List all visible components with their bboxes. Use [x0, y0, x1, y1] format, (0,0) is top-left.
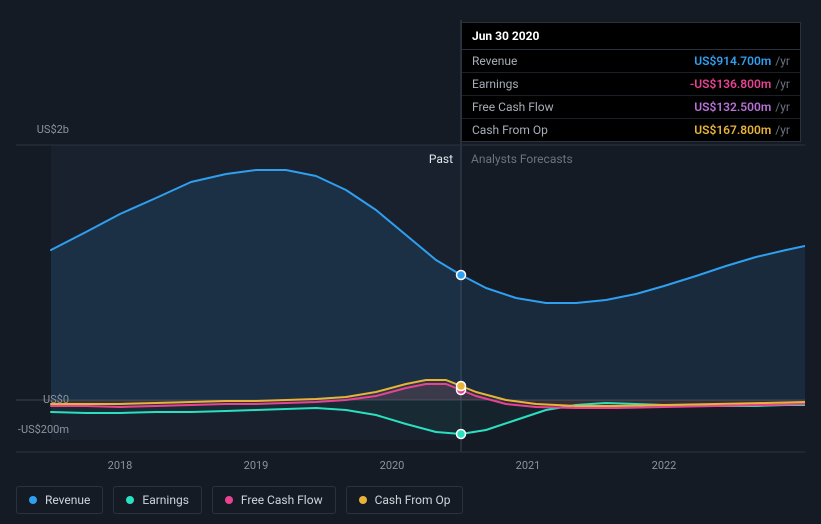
- legend: Revenue Earnings Free Cash Flow Cash From O…: [16, 486, 463, 514]
- tooltip-rows: RevenueUS$914.700m/yrEarnings-US$136.800…: [462, 50, 800, 141]
- tooltip-metric-value: -US$136.800m: [690, 77, 771, 91]
- tooltip-metric-label: Free Cash Flow: [472, 100, 694, 114]
- tooltip-row: Cash From OpUS$167.800m/yr: [462, 119, 800, 141]
- tooltip-metric-unit: /yr: [775, 100, 790, 114]
- tooltip-metric-unit: /yr: [775, 77, 790, 91]
- x-tick-label: 2018: [108, 459, 133, 472]
- y-tick-label: US$0: [14, 393, 69, 406]
- x-tick-label: 2021: [516, 459, 541, 472]
- legend-label: Free Cash Flow: [241, 493, 323, 507]
- tooltip-metric-value: US$914.700m: [694, 54, 771, 68]
- legend-item-revenue[interactable]: Revenue: [16, 486, 103, 514]
- tooltip-metric-value: US$132.500m: [694, 100, 771, 114]
- tooltip-date: Jun 30 2020: [462, 23, 800, 50]
- forecast-label: Analysts Forecasts: [471, 152, 573, 166]
- legend-item-fcf[interactable]: Free Cash Flow: [212, 486, 336, 514]
- y-tick-label: US$2b: [14, 123, 69, 136]
- past-label: Past: [429, 152, 453, 166]
- hover-tooltip: Jun 30 2020 RevenueUS$914.700m/yrEarning…: [461, 22, 801, 142]
- legend-dot-icon: [29, 496, 37, 504]
- tooltip-metric-unit: /yr: [775, 123, 790, 137]
- x-tick-label: 2022: [652, 459, 677, 472]
- legend-label: Cash From Op: [375, 493, 451, 507]
- tooltip-metric-label: Cash From Op: [472, 123, 694, 137]
- tooltip-metric-value: US$167.800m: [694, 123, 771, 137]
- legend-label: Earnings: [142, 493, 189, 507]
- legend-item-cfo[interactable]: Cash From Op: [346, 486, 464, 514]
- financial-chart: Past Analysts Forecasts Jun 30 2020 Reve…: [16, 10, 805, 474]
- tooltip-metric-label: Earnings: [472, 77, 690, 91]
- x-tick-label: 2020: [380, 459, 405, 472]
- legend-dot-icon: [225, 496, 233, 504]
- tooltip-metric-unit: /yr: [775, 54, 790, 68]
- legend-item-earnings[interactable]: Earnings: [113, 486, 202, 514]
- x-tick-label: 2019: [244, 459, 269, 472]
- legend-dot-icon: [359, 496, 367, 504]
- tooltip-row: RevenueUS$914.700m/yr: [462, 50, 800, 73]
- tooltip-row: Earnings-US$136.800m/yr: [462, 73, 800, 96]
- legend-label: Revenue: [45, 493, 90, 507]
- y-tick-label: -US$200m: [14, 423, 69, 436]
- tooltip-row: Free Cash FlowUS$132.500m/yr: [462, 96, 800, 119]
- tooltip-metric-label: Revenue: [472, 54, 694, 68]
- legend-dot-icon: [126, 496, 134, 504]
